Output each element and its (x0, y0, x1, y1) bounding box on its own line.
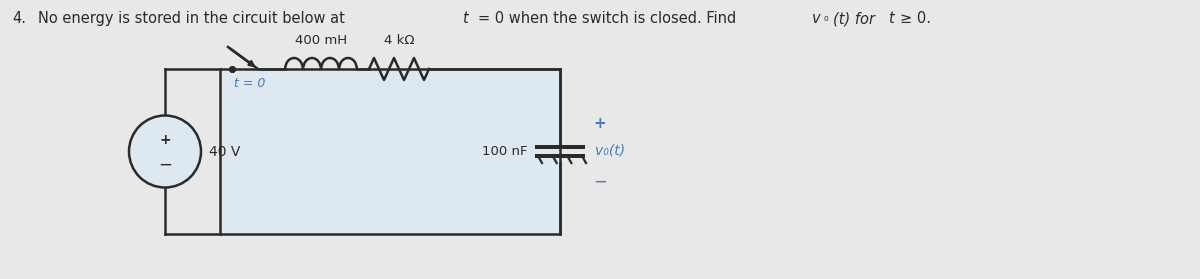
Text: No energy is stored in the circuit below at: No energy is stored in the circuit below… (38, 11, 344, 26)
Text: ₀: ₀ (824, 11, 829, 24)
Bar (220, 69, 560, 234)
Text: v₀(t): v₀(t) (595, 143, 625, 158)
Text: −: − (158, 155, 172, 174)
Text: ≥ 0.: ≥ 0. (900, 11, 931, 26)
Circle shape (130, 116, 202, 187)
Text: (t) for: (t) for (833, 11, 875, 26)
Text: 4.: 4. (12, 11, 26, 26)
Text: t: t (888, 11, 894, 26)
Text: t: t (462, 11, 468, 26)
Text: +: + (160, 133, 170, 146)
Text: +: + (593, 116, 606, 131)
Text: 100 nF: 100 nF (481, 145, 527, 158)
Text: 4 kΩ: 4 kΩ (384, 34, 414, 47)
Text: v: v (812, 11, 821, 26)
Text: −: − (593, 172, 607, 191)
Text: t = 0: t = 0 (234, 77, 265, 90)
Text: 40 V: 40 V (209, 145, 240, 158)
Text: 400 mH: 400 mH (295, 34, 347, 47)
Text: = 0 when the switch is closed. Find: = 0 when the switch is closed. Find (478, 11, 737, 26)
